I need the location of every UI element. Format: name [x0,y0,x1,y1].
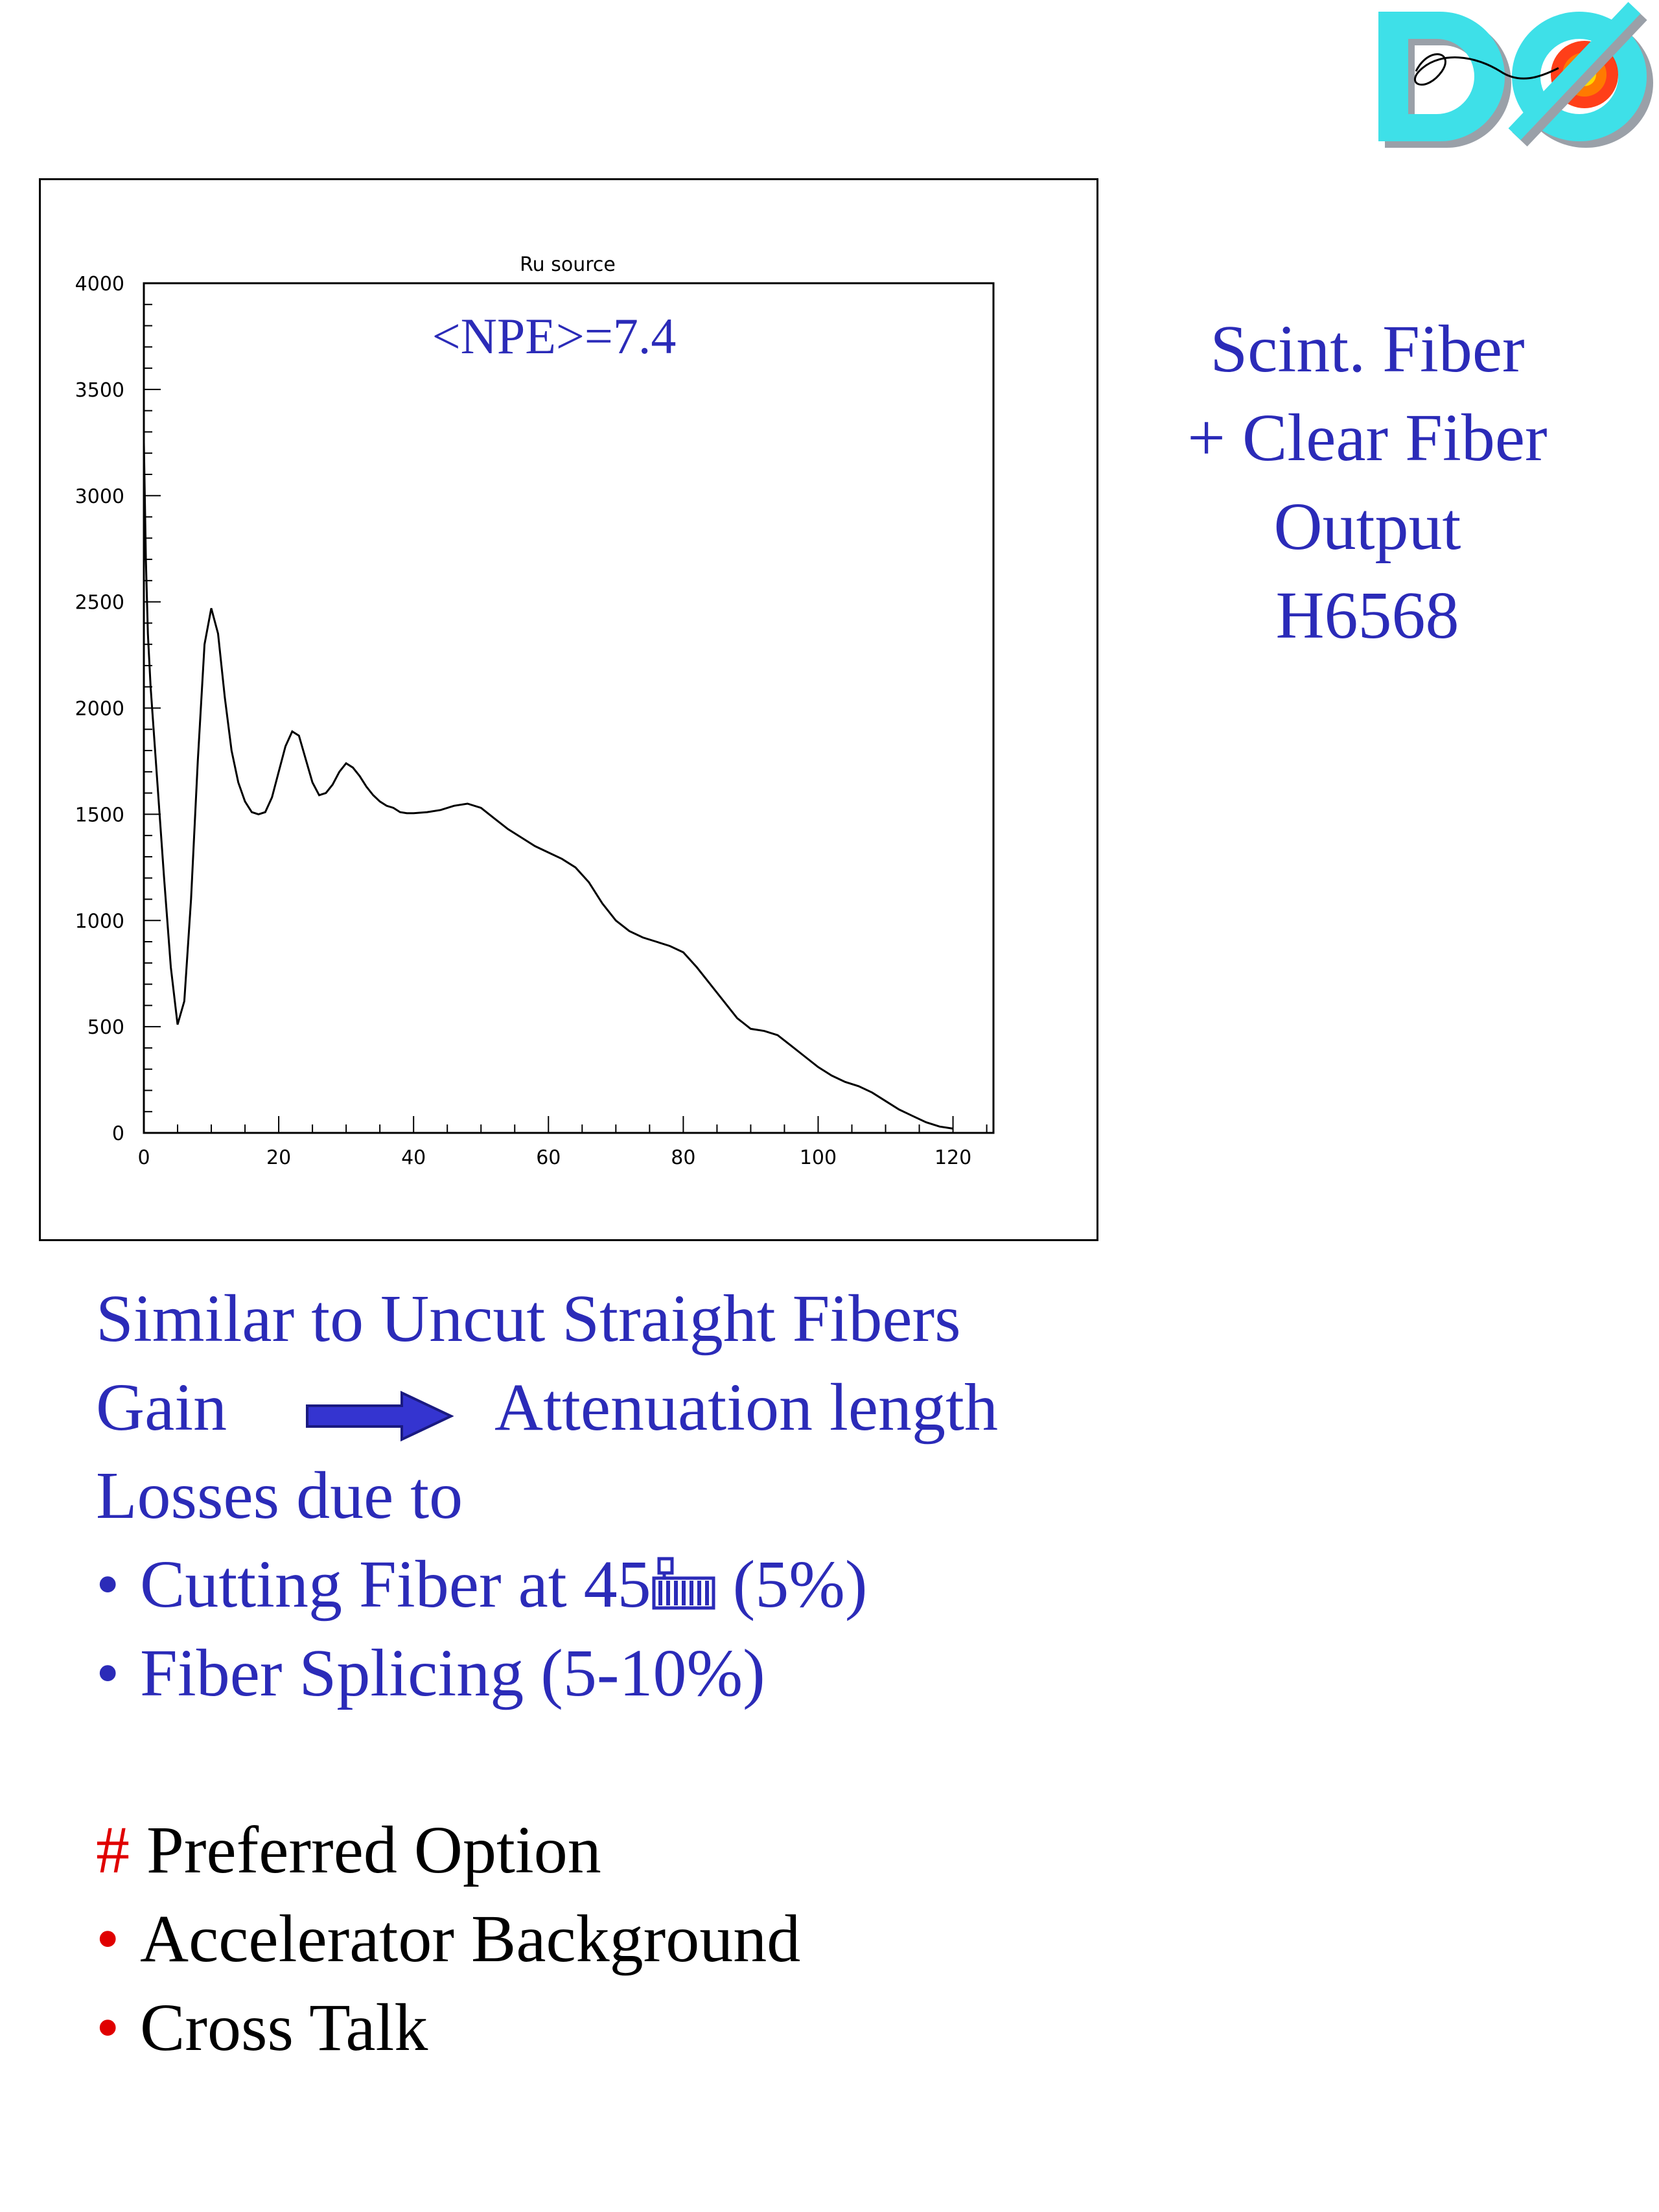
bullet-icon: • [96,1636,120,1710]
x-tick-label: 120 [934,1147,971,1169]
y-tick-label: 3500 [75,379,124,402]
degree-glyph-icon [652,1557,715,1610]
histogram-panel [39,178,1098,1241]
y-tick-label: 0 [112,1123,124,1145]
x-tick-label: 40 [401,1147,426,1169]
x-tick-label: 20 [266,1147,291,1169]
axis-ticks [143,283,988,1134]
y-tick-label: 500 [87,1016,124,1039]
side-line-3: Output [1273,489,1461,564]
y-tick-label: 1000 [75,910,124,933]
cutting-text: Cutting Fiber at 45 [140,1547,651,1622]
side-line-1: Scint. Fiber [1210,312,1525,386]
x-tick-labels: 0 20 40 60 80 100 120 [137,1147,971,1169]
chart-title: Ru source [520,253,616,276]
fiber-description: Scint. Fiber + Clear Fiber Output H6568 [1154,305,1581,660]
x-tick-label: 80 [671,1147,695,1169]
bullet-crosstalk: • Cross Talk [96,1989,428,2067]
bullet-icon: • [96,1547,120,1622]
preferred-text: Preferred Option [130,1813,601,1887]
bullet-accelerator: • Accelerator Background [96,1900,800,1978]
plot-area [143,282,995,1134]
histogram-chart: Ru source <NPE>=7.4 05001000150020002500… [75,253,995,1169]
logo-letters [1378,2,1653,148]
do-logo [1378,2,1653,148]
side-line-2: + Clear Fiber [1187,401,1548,475]
y-tick-label: 4000 [75,273,124,296]
bullet-icon: • [96,1902,120,1976]
bullet-icon: • [96,1990,120,2065]
losses-line: Losses due to [96,1458,463,1533]
y-tick-label: 2000 [75,698,124,721]
y-tick-label: 1500 [75,804,124,826]
crosstalk-text: Cross Talk [140,1990,428,2065]
attenuation-label: Attenuation length [494,1370,998,1445]
y-tick-labels: 0 500 1000 1500 2000 2500 3000 3500 4000 [75,273,124,1145]
side-line-4: H6568 [1275,578,1459,653]
npe-annotation: <NPE>=7.4 [432,308,677,364]
bullet-splicing: • Fiber Splicing (5-10%) [96,1635,765,1712]
similar-line: Similar to Uncut Straight Fibers [96,1281,961,1356]
preferred-line: # Preferred Option [96,1811,601,1889]
y-tick-label: 2500 [75,592,124,614]
splicing-text: Fiber Splicing (5-10%) [140,1636,765,1710]
x-tick-label: 60 [536,1147,561,1169]
hash-symbol: # [96,1813,130,1887]
bullet-cutting: • Cutting Fiber at 45 (5%) [96,1546,868,1624]
gain-label: Gain [96,1370,227,1445]
y-tick-label: 3000 [75,485,124,508]
cutting-percent: (5%) [715,1547,868,1622]
accelerator-text: Accelerator Background [140,1902,801,1976]
series-line [143,442,953,1130]
right-arrow-icon [306,1390,454,1442]
gain-line: Gain [96,1369,227,1447]
x-tick-label: 0 [137,1147,150,1169]
x-tick-label: 100 [800,1147,837,1169]
